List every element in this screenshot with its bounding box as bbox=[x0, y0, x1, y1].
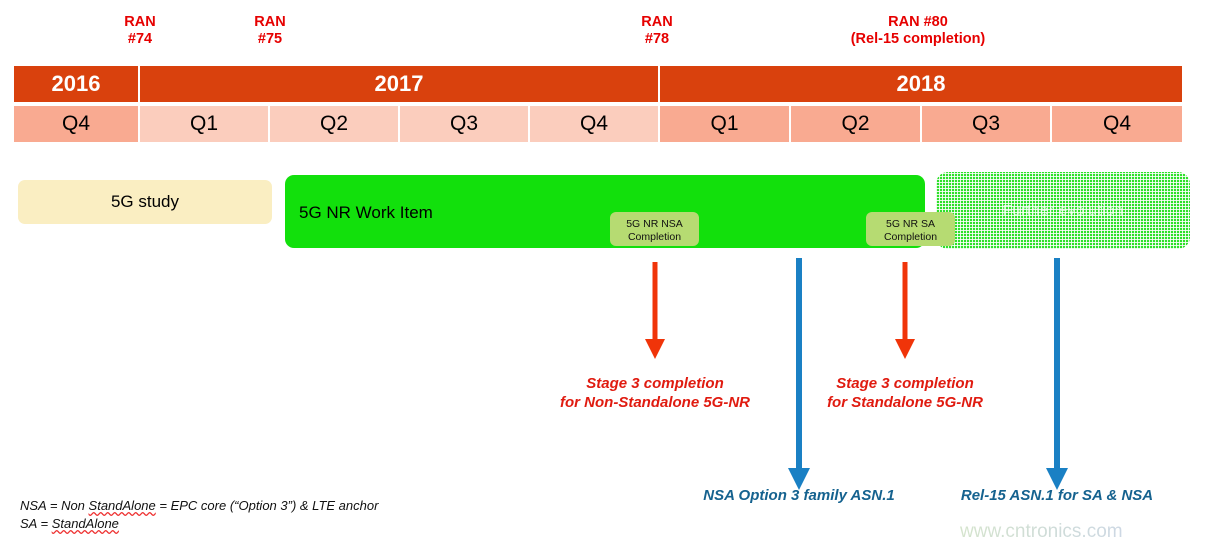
footnote-term-standalone: StandAlone bbox=[51, 516, 119, 531]
footnote-text: = EPC core (“Option 3”) & LTE anchor bbox=[155, 498, 379, 513]
bar-5g-nr-work-item: 5G NR Work Item bbox=[285, 175, 925, 248]
arrow-shaft bbox=[1054, 258, 1060, 469]
quarter-cell-2018-q3: Q3 bbox=[922, 106, 1052, 142]
footnote: NSA = Non StandAlone = EPC core (“Option… bbox=[20, 497, 378, 533]
watermark: www.cntronics.com bbox=[960, 521, 1123, 542]
year-cell-2018: 2018 bbox=[660, 66, 1182, 102]
bar-further-evolution: Further evolution bbox=[936, 172, 1190, 249]
arrow-shaft bbox=[652, 262, 658, 340]
year-cell-2016: 2016 bbox=[14, 66, 140, 102]
year-cell-2017: 2017 bbox=[140, 66, 660, 102]
arrow-shaft bbox=[902, 262, 908, 340]
bar-further-evolution-label: Further evolution bbox=[1002, 202, 1124, 219]
completion-box-5g-nr-nsa: 5G NR NSA Completion bbox=[610, 212, 699, 246]
quarter-row: Q4 Q1 Q2 Q3 Q4 Q1 Q2 Q3 Q4 bbox=[14, 106, 1182, 142]
arrow-nsa-option3-asn1 bbox=[786, 258, 812, 490]
footnote-text: SA = bbox=[20, 516, 52, 531]
arrow-stage3-nsa bbox=[643, 262, 667, 359]
arrow-stage3-sa bbox=[893, 262, 917, 359]
footnote-term-standalone: StandAlone bbox=[88, 498, 156, 513]
annotation-stage3-nsa: Stage 3 completion for Non-Standalone 5G… bbox=[560, 375, 750, 411]
arrow-rel15-asn1 bbox=[1044, 258, 1070, 490]
arrow-head bbox=[1046, 468, 1068, 490]
milestone-label-ran-75: RAN #75 bbox=[254, 14, 286, 47]
arrow-head bbox=[895, 339, 915, 359]
year-row: 2016 2017 2018 bbox=[14, 66, 1182, 102]
quarter-cell-2017-q3: Q3 bbox=[400, 106, 530, 142]
milestone-label-ran-78: RAN #78 bbox=[641, 14, 673, 47]
quarter-cell-2017-q4: Q4 bbox=[530, 106, 660, 142]
annotation-stage3-sa: Stage 3 completion for Standalone 5G-NR bbox=[827, 375, 983, 411]
quarter-cell-2017-q2: Q2 bbox=[270, 106, 400, 142]
quarter-cell-2018-q4: Q4 bbox=[1052, 106, 1182, 142]
arrow-shaft bbox=[796, 258, 802, 469]
footnote-text: NSA = Non bbox=[20, 498, 89, 513]
quarter-cell-2018-q2: Q2 bbox=[791, 106, 922, 142]
footnote-line-nsa: NSA = Non StandAlone = EPC core (“Option… bbox=[20, 497, 378, 515]
quarter-cell-2016-q4: Q4 bbox=[14, 106, 140, 142]
completion-box-5g-nr-sa: 5G NR SA Completion bbox=[866, 212, 955, 246]
bar-5g-study: 5G study bbox=[18, 180, 272, 224]
quarter-cell-2017-q1: Q1 bbox=[140, 106, 270, 142]
arrow-head bbox=[645, 339, 665, 359]
annotation-nsa-option3-asn1: NSA Option 3 family ASN.1 bbox=[703, 487, 895, 504]
quarter-cell-2018-q1: Q1 bbox=[660, 106, 791, 142]
bar-5g-nr-work-item-label: 5G NR Work Item bbox=[299, 203, 433, 222]
footnote-line-sa: SA = StandAlone bbox=[20, 515, 378, 533]
arrow-head bbox=[788, 468, 810, 490]
milestone-label-ran-74: RAN #74 bbox=[124, 14, 156, 47]
milestone-label-ran-80: RAN #80 (Rel-15 completion) bbox=[850, 14, 986, 47]
annotation-rel15-asn1: Rel-15 ASN.1 for SA & NSA bbox=[960, 487, 1154, 504]
